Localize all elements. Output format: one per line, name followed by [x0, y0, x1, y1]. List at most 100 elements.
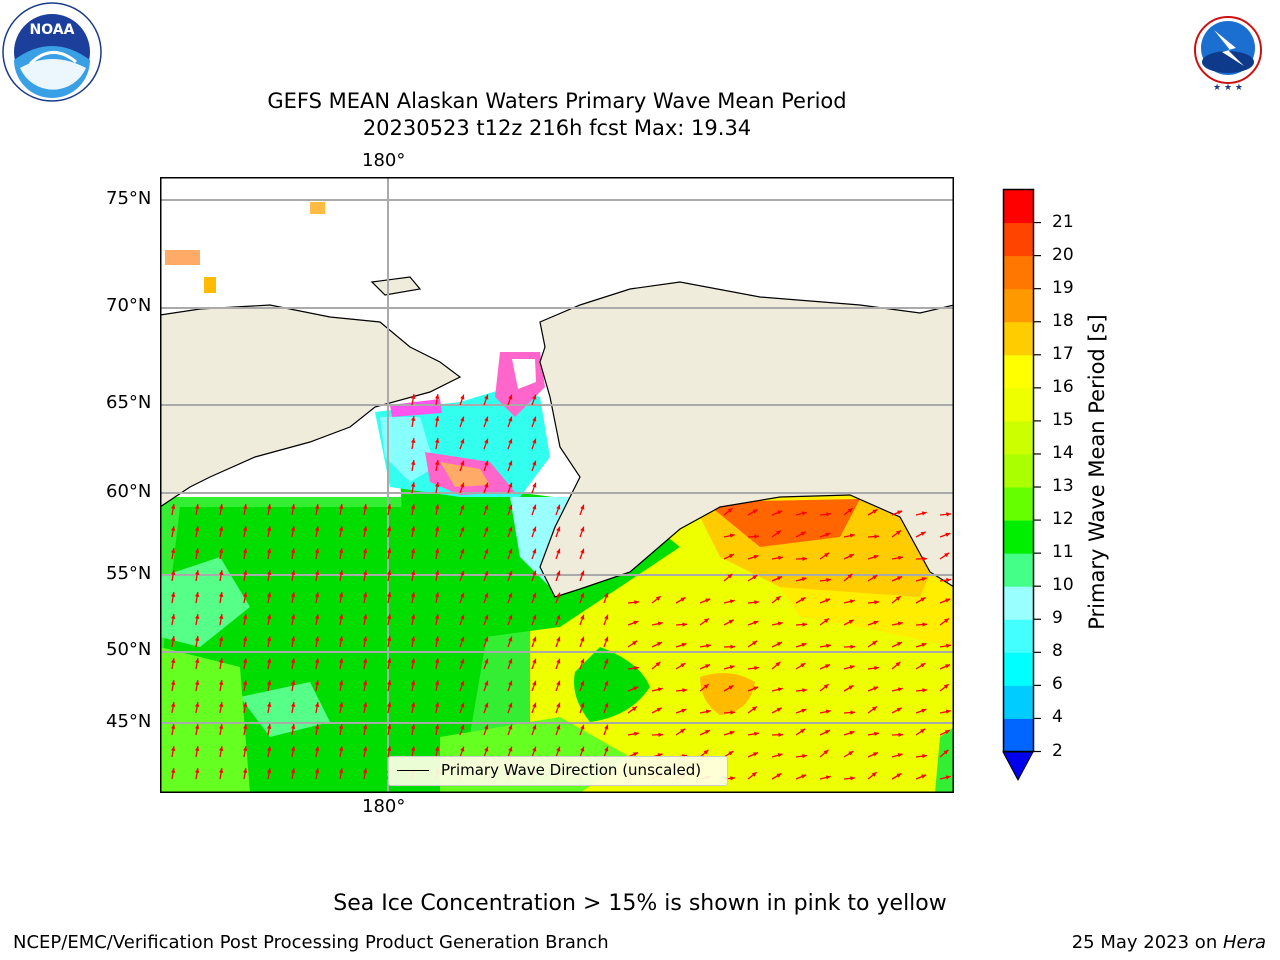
- wave-arrow-head: [824, 552, 830, 558]
- wave-arrow-head: [460, 702, 465, 708]
- colorbar-band: [1003, 420, 1034, 455]
- wave-arrow-head: [634, 665, 639, 671]
- wave-arrow-head: [754, 600, 759, 605]
- wave-arrow-head: [532, 526, 537, 532]
- wave-arrow-head: [753, 554, 759, 560]
- wave-arrow-head: [338, 570, 344, 575]
- wave-arrow-head: [874, 600, 879, 605]
- wave-arrow-head: [508, 680, 513, 686]
- wave-arrow-head: [218, 548, 224, 553]
- wave-arrow-head: [556, 680, 561, 686]
- wave-arrow-head: [170, 746, 176, 751]
- wave-arrow-head: [921, 774, 927, 779]
- wave-arrow-head: [946, 643, 951, 649]
- wave-arrow-head: [703, 749, 709, 755]
- colorbar-band: [1003, 453, 1034, 488]
- wave-arrow-head: [532, 702, 537, 708]
- wave-arrow-head: [508, 658, 513, 664]
- wave-arrow-head: [194, 768, 200, 773]
- wave-arrow-head: [777, 687, 783, 692]
- wave-arrow-head: [410, 482, 416, 487]
- colorbar-tick-label: 16: [1052, 376, 1074, 397]
- wave-arrow-head: [944, 552, 950, 558]
- legend-label: Primary Wave Direction (unscaled): [441, 761, 702, 779]
- wave-arrow-head: [218, 768, 224, 773]
- wave-arrow-head: [170, 592, 176, 597]
- wave-arrow-head: [484, 526, 489, 532]
- wave-arrow-head: [658, 732, 663, 737]
- wave-arrow-head: [848, 554, 854, 559]
- wave-arrow-head: [729, 599, 735, 604]
- colorbar-tick-label: 13: [1052, 476, 1074, 497]
- wave-arrow-head: [681, 708, 687, 713]
- wave-arrow-head: [874, 665, 879, 671]
- wave-arrow-head: [410, 548, 416, 553]
- colorbar-band: [1003, 586, 1034, 620]
- wave-arrow-head: [532, 460, 537, 466]
- wave-arrow-head: [386, 504, 392, 509]
- colorbar-tick-label: 15: [1052, 409, 1074, 430]
- wave-arrow-head: [703, 618, 709, 623]
- wave-arrow-head: [218, 658, 224, 663]
- nws-logo-graphic: ★ ★ ★: [1180, 2, 1276, 98]
- wave-arrow-head: [314, 768, 320, 773]
- wave-arrow-head: [460, 526, 465, 532]
- wave-arrow-head: [800, 531, 806, 536]
- wave-arrow-head: [170, 636, 176, 641]
- wave-arrow-head: [727, 508, 733, 513]
- wave-arrow-head: [338, 548, 344, 553]
- wave-arrow-head: [484, 702, 489, 708]
- wave-arrow-head: [872, 575, 878, 580]
- wave-arrow-head: [532, 614, 537, 620]
- wave-arrow-head: [508, 548, 513, 554]
- wave-arrow-head: [848, 685, 854, 690]
- wave-arrow-head: [508, 570, 513, 576]
- wave-arrow-head: [410, 416, 416, 421]
- wave-arrow-head: [362, 746, 368, 751]
- wave-arrow-head: [410, 746, 416, 751]
- wave-arrow-head: [898, 555, 903, 561]
- wave-arrow-head: [362, 548, 368, 553]
- wave-arrow-head: [386, 636, 392, 641]
- colorbar-tick-label: 19: [1052, 277, 1074, 298]
- map-frame: [160, 177, 954, 793]
- noaa-logo-graphic: [2, 2, 102, 102]
- wave-arrow-head: [242, 504, 248, 509]
- wave-arrow-head: [434, 702, 440, 707]
- wave-arrow-head: [728, 554, 734, 559]
- wave-arrow-head: [338, 614, 344, 619]
- wave-arrow-head: [386, 614, 392, 619]
- wave-arrow-head: [825, 709, 831, 714]
- wave-arrow-head: [850, 644, 855, 649]
- wave-arrow-head: [920, 728, 926, 734]
- wave-arrow-head: [580, 636, 585, 642]
- footer-machine: Hera: [1222, 932, 1266, 953]
- wave-arrow-head: [633, 686, 639, 691]
- wave-arrow-head: [776, 642, 782, 647]
- wave-arrow-head: [314, 526, 320, 531]
- wave-arrow-head: [194, 504, 200, 509]
- wave-arrow-head: [945, 664, 951, 669]
- wave-arrow-head: [728, 685, 734, 690]
- wave-arrow-head: [777, 510, 783, 515]
- wave-arrow-head: [556, 592, 561, 598]
- wave-arrow-head: [434, 680, 440, 685]
- wave-arrow-head: [580, 548, 585, 554]
- colorbar-tick-label: 4: [1052, 707, 1063, 728]
- wave-arrow-head: [508, 482, 513, 488]
- wave-arrow-head: [823, 684, 829, 689]
- wave-arrow-head: [460, 724, 465, 730]
- wave-arrow-head: [897, 753, 903, 758]
- wave-arrow-head: [362, 658, 368, 663]
- wave-arrow-head: [508, 702, 513, 708]
- wave-arrow-head: [170, 614, 176, 619]
- wave-arrow-head: [508, 746, 513, 752]
- wave-arrow-head: [945, 598, 951, 603]
- wave-arrow-head: [218, 570, 224, 575]
- wave-arrow-head: [242, 702, 248, 707]
- wave-arrow-head: [484, 746, 489, 752]
- wave-arrow-head: [580, 724, 585, 730]
- wave-arrow-head: [460, 592, 465, 598]
- wave-arrow-head: [754, 731, 759, 737]
- wave-arrow-head: [634, 600, 639, 605]
